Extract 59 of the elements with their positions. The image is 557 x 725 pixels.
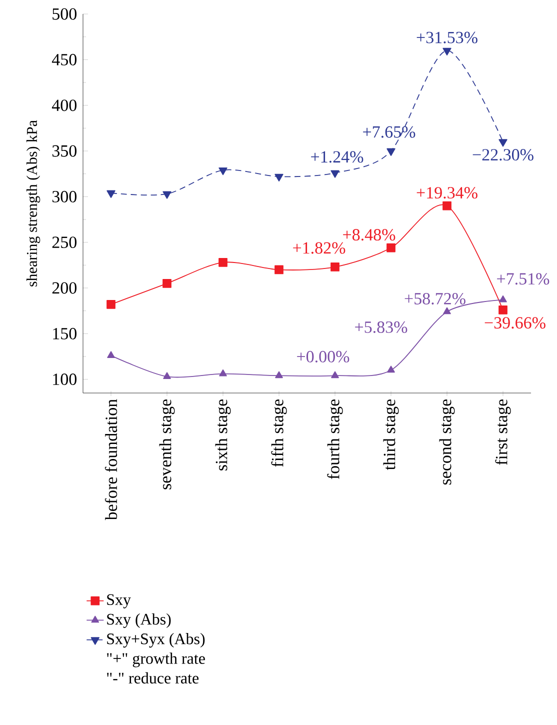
annotation: +31.53% (416, 32, 478, 44)
y-tick-label: 150 (53, 328, 76, 340)
point (386, 148, 396, 156)
point (106, 300, 116, 309)
annotation: +58.72% (404, 292, 466, 305)
text: "-" reduce rate (107, 672, 199, 684)
point (274, 174, 284, 182)
annotation: +1.24% (311, 151, 364, 163)
annotation: −39.66% (484, 317, 546, 329)
point (442, 48, 452, 56)
annotation: +8.48% (343, 229, 396, 241)
point (219, 369, 227, 376)
point (162, 278, 172, 288)
annotation: −22.30% (472, 149, 534, 161)
y-tick-label: 250 (52, 236, 76, 248)
annotation: +7.51% (497, 273, 550, 285)
annotation: +0.00% (297, 350, 350, 362)
legend-label: Sxy (107, 594, 131, 608)
point (498, 305, 508, 314)
y-tick-label: 350 (52, 145, 76, 157)
point (386, 243, 396, 252)
annotation: +1.82% (293, 242, 346, 254)
y-tick-label: 300 (52, 190, 76, 202)
point (218, 258, 228, 267)
point (106, 190, 116, 198)
point (218, 167, 228, 176)
x-tick-label: sixth stage (215, 399, 231, 470)
point (331, 371, 339, 378)
point (443, 307, 451, 314)
point (163, 372, 171, 380)
legend-label: Sxy (Abs) (107, 613, 171, 628)
x-tick-label: third stage (383, 399, 399, 470)
point (499, 295, 507, 302)
x-tick-label: before foundation (104, 399, 118, 520)
x-tick-label: second stage (439, 399, 455, 485)
point (498, 139, 508, 147)
point (162, 191, 172, 199)
legend-label: Sxy+Syx (Abs) (107, 633, 205, 648)
point (107, 351, 115, 358)
text: "+" growth rate (107, 652, 205, 668)
y-tick-label: 450 (52, 54, 76, 66)
x-tick-label: seventh stage (159, 399, 175, 490)
point (387, 366, 395, 373)
y-tick-label: 500 (52, 8, 76, 20)
y-axis-title: shearing strength (Abs) kPa (26, 120, 40, 286)
y-tick-label: 200 (52, 282, 76, 294)
x-tick-label: fourth stage (327, 399, 343, 480)
point (442, 201, 452, 210)
x-tick-label: fifth stage (271, 399, 287, 467)
annotation: +19.34% (416, 187, 478, 199)
point (274, 265, 284, 274)
annotation: +5.83% (355, 321, 408, 333)
y-tick-label: 100 (53, 374, 76, 386)
annotation: +7.65% (363, 126, 416, 138)
y-tick-label: 400 (52, 100, 76, 112)
x-tick-label: first stage (495, 399, 511, 465)
point (330, 170, 340, 178)
point (330, 262, 340, 272)
point (275, 371, 283, 378)
